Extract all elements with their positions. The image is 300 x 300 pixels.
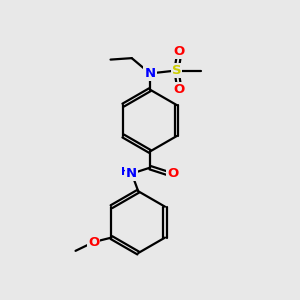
Text: O: O <box>88 236 99 248</box>
Text: N: N <box>126 167 137 180</box>
Text: H: H <box>121 167 130 177</box>
Text: S: S <box>172 64 181 77</box>
Text: O: O <box>174 45 185 58</box>
Text: N: N <box>144 67 156 80</box>
Text: O: O <box>167 167 178 180</box>
Text: O: O <box>174 83 185 96</box>
